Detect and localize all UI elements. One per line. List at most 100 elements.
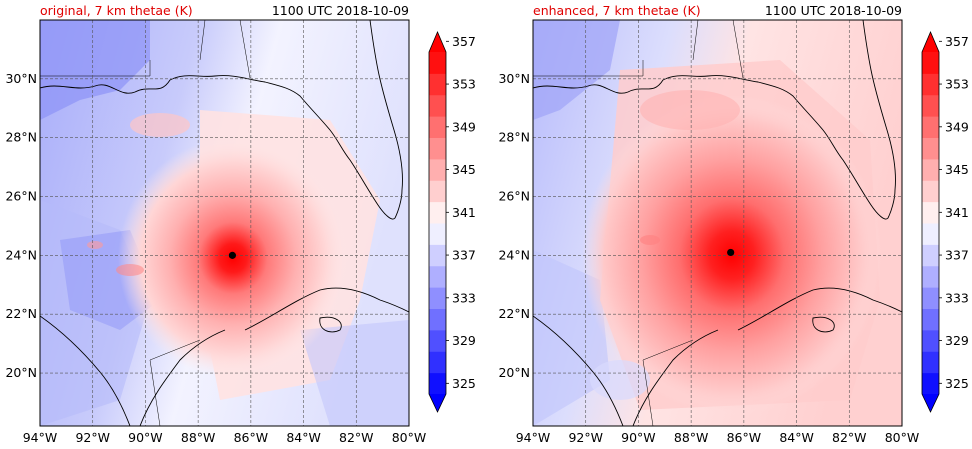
- colorbar-tick-label: 341: [452, 205, 476, 220]
- colorbar-tick-label: 345: [452, 162, 476, 177]
- colorbar-bin: [429, 94, 446, 117]
- colorbar-extend-min: [922, 394, 939, 412]
- tick-label-lon: 84°W: [286, 430, 321, 445]
- colorbar-bin: [429, 329, 446, 352]
- colorbar-bin: [429, 180, 446, 203]
- panel-right-coastlines: [533, 20, 902, 426]
- colorbar-bin: [429, 201, 446, 224]
- colorbar-bin: [922, 73, 939, 96]
- colorbar-bin: [922, 94, 939, 117]
- colorbar-right: 325 329 333 337 341 345 349 353 357: [921, 30, 969, 413]
- colorbar-bin: [429, 287, 446, 309]
- colorbar-bin: [922, 372, 939, 395]
- tick-label-lon: 88°W: [674, 430, 709, 445]
- colorbar-bin: [922, 116, 939, 138]
- tick-label-lon: 94°W: [23, 430, 58, 445]
- colorbar-bin: [429, 265, 446, 288]
- colorbar-tick-label: 337: [452, 248, 476, 263]
- tick-label-lat: 28°N: [5, 130, 37, 145]
- colorbar-bin: [429, 223, 446, 245]
- tick-label-lat: 22°N: [5, 306, 37, 321]
- colorbar-tick-label: 325: [945, 376, 969, 391]
- colorbar-outline: [921, 30, 940, 413]
- colorbar-bin: [922, 52, 939, 74]
- colorbar-tick-label: 329: [945, 333, 969, 348]
- colorbar-bin: [922, 158, 939, 181]
- gridlines: [40, 20, 902, 426]
- panel-left-time: 1100 UTC 2018-10-09: [271, 3, 409, 18]
- panel-right-frame: [532, 19, 903, 427]
- panel-right-title: enhanced, 7 km thetae (K): [533, 3, 701, 18]
- colorbar-tick-label: 353: [452, 77, 476, 92]
- tick-label-lat: 20°N: [5, 365, 37, 380]
- tick-label-lat: 24°N: [5, 247, 37, 262]
- storm-center-marker: [228, 251, 237, 259]
- tick-label-lon: 80°W: [392, 430, 427, 445]
- colorbar-extend-max: [922, 32, 939, 52]
- panel-left-field: [40, 20, 409, 426]
- colorbar-tick-label: 333: [945, 290, 969, 305]
- tick-label-lon: 82°W: [339, 430, 374, 445]
- tick-label-lon: 84°W: [779, 430, 814, 445]
- colorbar-outline: [428, 30, 447, 413]
- colorbar-bin: [429, 351, 446, 374]
- colorbar-tick-label: 357: [945, 34, 969, 49]
- colorbar-bin: [429, 158, 446, 181]
- tick-label-lon: 94°W: [516, 430, 551, 445]
- colorbar-extend-min: [429, 394, 446, 412]
- tick-label-lon: 92°W: [75, 430, 110, 445]
- storm-center-marker: [727, 248, 735, 257]
- colorbar-tick-label: 349: [452, 119, 476, 134]
- tick-label-lat: 30°N: [5, 71, 37, 86]
- panel-left-title: original, 7 km thetae (K): [40, 3, 193, 18]
- tick-label-lat: 26°N: [498, 189, 530, 204]
- colorbar-tick-label: 325: [452, 376, 476, 391]
- tick-label-lat: 22°N: [498, 306, 530, 321]
- tick-label-lat: 20°N: [498, 365, 530, 380]
- colorbar-tick-label: 357: [452, 34, 476, 49]
- tick-label-lon: 88°W: [181, 430, 216, 445]
- colorbar-bin: [429, 73, 446, 96]
- tick-label-lon: 90°W: [621, 430, 656, 445]
- colorbar-bin: [922, 137, 939, 160]
- colorbar-tick-label: 353: [945, 77, 969, 92]
- colorbar-tick-label: 329: [452, 333, 476, 348]
- axis-tick-labels: 94°W 92°W 90°W 88°W 86°W 84°W 82°W 80°W 20°N 22°N…: [5, 71, 919, 445]
- tick-label-lon: 92°W: [568, 430, 603, 445]
- colorbar-bin: [922, 180, 939, 203]
- tick-label-lat: 24°N: [498, 247, 530, 262]
- panel-right-field: [533, 20, 902, 426]
- colorbar-bin: [922, 265, 939, 288]
- colorbar-tick-label: 341: [945, 205, 969, 220]
- tick-label-lat: 30°N: [498, 71, 530, 86]
- colorbar-bin: [429, 116, 446, 138]
- panel-left-frame: [39, 19, 410, 427]
- colorbar-bin: [429, 372, 446, 395]
- colorbar-bin: [922, 287, 939, 309]
- tick-label-lon: 90°W: [128, 430, 163, 445]
- colorbar-tick-label: 349: [945, 119, 969, 134]
- colorbar-tick-label: 345: [945, 162, 969, 177]
- colorbar-bin: [429, 308, 446, 331]
- colorbar-bin: [429, 52, 446, 74]
- tick-label-lon: 80°W: [885, 430, 920, 445]
- colorbar-bin: [922, 308, 939, 331]
- colorbar-bin: [429, 244, 446, 267]
- tick-label-lon: 86°W: [234, 430, 269, 445]
- colorbar-bin: [922, 351, 939, 374]
- colorbar-bin: [922, 201, 939, 224]
- tick-label-lon: 82°W: [832, 430, 867, 445]
- tick-label-lat: 26°N: [5, 189, 37, 204]
- colorbar-extend-max: [429, 32, 446, 52]
- colorbar-bin: [922, 244, 939, 267]
- storm-centers: [228, 248, 735, 259]
- colorbar-tick-label: 333: [452, 290, 476, 305]
- colorbar-bin: [429, 137, 446, 160]
- panel-left-coastlines: [40, 20, 409, 426]
- tick-label-lat: 28°N: [498, 130, 530, 145]
- colorbar-bin: [922, 223, 939, 245]
- tick-label-lon: 86°W: [727, 430, 762, 445]
- panel-right-time: 1100 UTC 2018-10-09: [764, 3, 902, 18]
